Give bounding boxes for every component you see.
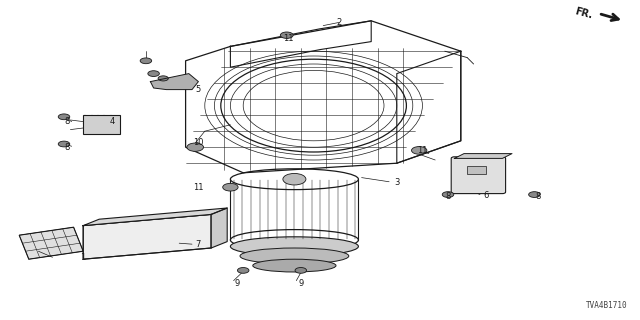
Text: 7: 7 <box>196 240 201 249</box>
Text: 1: 1 <box>81 253 86 262</box>
Text: 6: 6 <box>484 191 489 200</box>
Text: 4: 4 <box>109 117 115 126</box>
Circle shape <box>187 143 204 151</box>
FancyBboxPatch shape <box>451 157 506 194</box>
Ellipse shape <box>253 259 336 272</box>
Text: 8: 8 <box>65 143 70 152</box>
Circle shape <box>283 173 306 185</box>
Text: 11: 11 <box>193 183 204 192</box>
Polygon shape <box>83 208 227 226</box>
Polygon shape <box>19 227 83 259</box>
Circle shape <box>529 192 540 197</box>
Text: 11: 11 <box>283 34 293 43</box>
Circle shape <box>158 76 168 81</box>
Text: FR.: FR. <box>574 6 594 20</box>
Text: 9: 9 <box>298 279 303 288</box>
Bar <box>467 166 486 174</box>
Polygon shape <box>150 74 198 90</box>
Circle shape <box>295 268 307 273</box>
Polygon shape <box>83 214 211 259</box>
Text: 8: 8 <box>445 192 451 201</box>
Circle shape <box>58 114 70 120</box>
Text: 2: 2 <box>337 18 342 27</box>
Text: 11: 11 <box>417 146 428 155</box>
Text: TVA4B1710: TVA4B1710 <box>586 301 627 310</box>
Bar <box>83 115 120 134</box>
Circle shape <box>148 71 159 76</box>
Circle shape <box>58 141 70 147</box>
Circle shape <box>412 147 427 154</box>
Circle shape <box>237 268 249 273</box>
Ellipse shape <box>230 237 358 256</box>
Circle shape <box>140 58 152 64</box>
Text: 9: 9 <box>234 279 239 288</box>
Circle shape <box>223 183 238 191</box>
Polygon shape <box>454 154 512 158</box>
Ellipse shape <box>240 248 349 264</box>
Circle shape <box>442 192 454 197</box>
Text: 3: 3 <box>394 178 399 187</box>
Circle shape <box>280 32 293 38</box>
Text: 10: 10 <box>193 138 204 147</box>
Text: 8: 8 <box>535 192 540 201</box>
Polygon shape <box>211 208 227 248</box>
Text: 5: 5 <box>196 85 201 94</box>
Text: 8: 8 <box>65 117 70 126</box>
